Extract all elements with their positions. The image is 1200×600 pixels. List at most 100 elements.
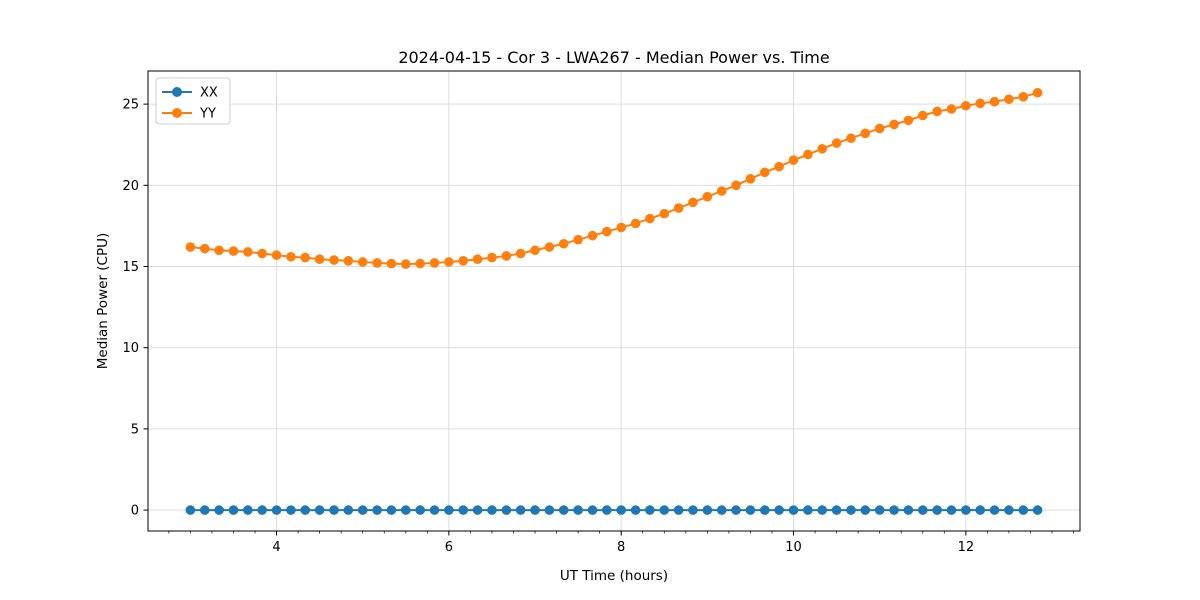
axis-ticks <box>143 103 1074 536</box>
series-XX-point <box>702 505 713 515</box>
legend-label: XX <box>200 86 218 101</box>
plot-border <box>147 70 1081 532</box>
series-YY-point <box>587 230 598 241</box>
series-YY-point <box>300 252 311 263</box>
series-YY-point <box>357 257 368 267</box>
series-YY-point <box>257 248 267 259</box>
y-axis-label: Median Power (CPU) <box>95 233 111 369</box>
series-XX-point <box>530 505 540 515</box>
series-XX-point <box>673 505 684 515</box>
series-YY-point <box>917 110 928 121</box>
series-XX-point <box>386 505 397 515</box>
series-XX-point <box>645 505 655 515</box>
series-YY-point <box>243 247 253 257</box>
series-YY-point <box>515 248 526 259</box>
x-axis-label: UT Time (hours) <box>560 568 668 584</box>
series-XX-point <box>329 505 339 515</box>
series-XX-point <box>975 505 986 515</box>
series-XX-point <box>357 505 368 515</box>
series-XX-point <box>257 505 267 515</box>
series-YY-point <box>228 246 239 256</box>
series-XX-point <box>243 505 253 515</box>
series-XX-point <box>774 505 784 515</box>
series-XX-point <box>803 505 813 515</box>
series-XX-point <box>214 505 224 515</box>
series-YY-point <box>716 186 727 196</box>
series-XX-point <box>300 505 311 515</box>
series-XX-point <box>616 505 626 515</box>
series-XX-point <box>860 505 871 515</box>
y-tick-label: 0 <box>131 504 139 519</box>
series-XX-point <box>716 505 727 515</box>
series-YY-point <box>544 242 555 252</box>
series-YY-point <box>874 123 885 134</box>
series-XX-point <box>846 505 856 515</box>
series-XX-point <box>501 505 512 515</box>
series-YY-point <box>458 256 469 266</box>
x-tick-label: 10 <box>785 540 802 555</box>
series-XX-point <box>903 505 914 515</box>
series-YY-point <box>702 191 713 202</box>
series-YY-point <box>989 96 1000 107</box>
series-YY-point <box>903 115 914 126</box>
x-tick-label: 4 <box>272 540 280 555</box>
series-XX-point <box>831 505 842 515</box>
y-tick-label: 10 <box>122 341 139 356</box>
series-XX-point <box>1018 505 1029 515</box>
series-XX-point <box>745 505 756 515</box>
series-YY-point <box>803 149 813 160</box>
series-YY-point <box>731 180 741 191</box>
series-YY-point <box>400 259 411 269</box>
series-XX-point <box>917 505 928 515</box>
series-YY-point <box>343 256 354 266</box>
series-XX-point <box>472 505 483 515</box>
series-XX-point <box>788 505 799 515</box>
series-XX-point <box>688 505 698 515</box>
series-YY-point <box>659 208 670 219</box>
series-YY-point <box>846 133 856 144</box>
series-YY-point <box>1004 94 1014 105</box>
series-XX-point <box>185 505 196 515</box>
series-YY-point <box>444 257 454 267</box>
series-XX-point <box>228 505 239 515</box>
series-YY-point <box>271 250 282 260</box>
series-XX-point <box>343 505 354 515</box>
series-XX-point <box>372 505 382 515</box>
series-XX-point <box>271 505 282 515</box>
series-YY-point <box>932 106 942 117</box>
series-XX-point <box>286 505 296 515</box>
series-XX-point <box>400 505 411 515</box>
series-YY-point <box>602 226 612 237</box>
series-YY-point <box>946 104 957 114</box>
series-YY-point <box>688 197 698 208</box>
series-YY-point <box>616 222 626 233</box>
series-YY-point <box>501 251 512 261</box>
series-YY-point <box>630 218 641 229</box>
y-tick-label: 15 <box>122 260 139 275</box>
series-XX-point <box>731 505 741 515</box>
series-XX-point <box>199 505 210 515</box>
series-YY-point <box>415 258 425 269</box>
series-XX-point <box>587 505 598 515</box>
series-XX-point <box>760 505 770 515</box>
series-YY-point <box>372 258 382 268</box>
series-YY-point <box>774 161 784 172</box>
series-YY-point <box>889 119 899 130</box>
series-XX-point <box>1032 505 1043 515</box>
y-tick-label: 25 <box>122 98 139 113</box>
x-tick-label: 12 <box>958 540 975 555</box>
series-YY-point <box>1018 92 1029 102</box>
series-YY-point <box>487 252 497 263</box>
series-YY-point <box>673 203 684 213</box>
series-YY-point <box>860 128 871 139</box>
series-YY-point <box>386 258 397 269</box>
legend-marker-sample <box>172 87 182 97</box>
series-XX-point <box>429 505 440 515</box>
series-YY-point <box>788 155 799 165</box>
series-YY-point <box>817 143 828 154</box>
series-YY-point <box>831 138 842 148</box>
series-XX-point <box>946 505 957 515</box>
series-YY-point <box>573 234 583 245</box>
